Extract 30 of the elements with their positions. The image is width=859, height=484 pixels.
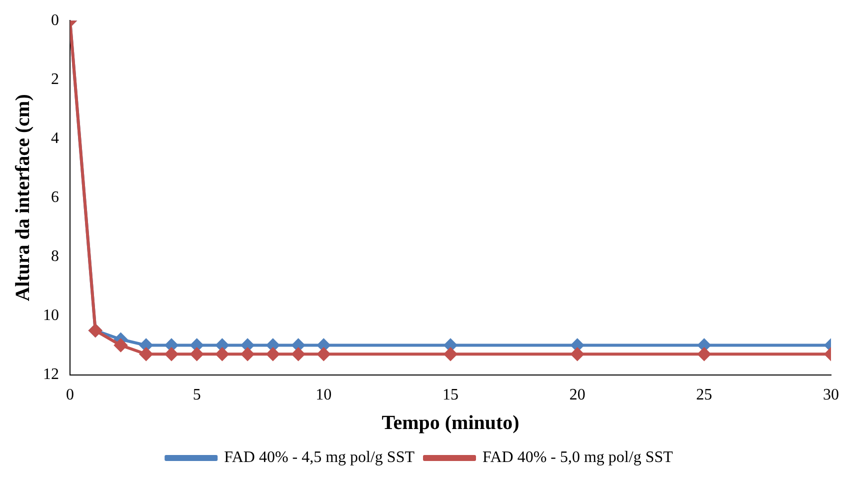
y-tick-label: 8 — [51, 248, 59, 265]
y-tick-label: 10 — [43, 306, 59, 324]
x-tick-label: 30 — [823, 386, 839, 404]
point — [444, 348, 457, 361]
y-axis-title: Altura da interface (cm) — [12, 94, 34, 302]
point — [570, 348, 584, 361]
y-tick-label: 2 — [51, 70, 59, 88]
point — [317, 348, 330, 361]
y-tick-label: 6 — [51, 188, 59, 206]
point — [698, 348, 711, 361]
x-tick-label: 5 — [192, 386, 201, 404]
x-tick-label: 0 — [66, 386, 74, 404]
y-tick-label: 4 — [51, 130, 59, 147]
point — [114, 338, 128, 352]
x-tick-label: 25 — [696, 386, 712, 404]
y-tick-label: 0 — [51, 12, 59, 29]
x-axis-title: Tempo (minuto) — [382, 412, 520, 434]
point — [292, 348, 305, 361]
point — [164, 348, 178, 361]
point — [140, 348, 153, 361]
x-tick-label: 15 — [442, 386, 458, 404]
x-tick-label: 20 — [569, 386, 586, 404]
point — [241, 348, 254, 361]
point — [266, 348, 280, 361]
legend-label: FAD 40% - 5,0 mg pol/g SST — [482, 449, 674, 466]
point — [216, 348, 229, 361]
legend-label: FAD 40% - 4,5 mg pol/g SST — [224, 449, 415, 466]
y-tick-label: 12 — [43, 366, 59, 384]
point — [190, 348, 204, 361]
x-tick-label: 10 — [316, 386, 332, 404]
